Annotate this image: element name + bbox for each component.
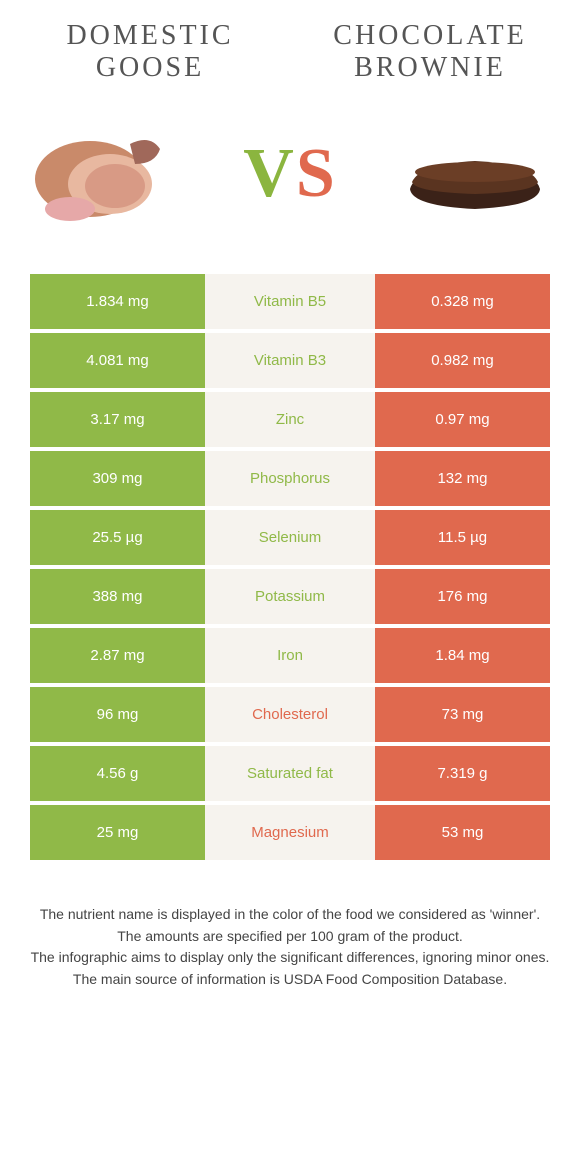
footnote-line: The nutrient name is displayed in the co… — [30, 905, 550, 925]
left-value: 25.5 µg — [30, 510, 205, 565]
right-value: 73 mg — [375, 687, 550, 742]
left-value: 388 mg — [30, 569, 205, 624]
vs-row: VS — [0, 94, 580, 254]
table-row: 4.081 mgVitamin B30.982 mg — [30, 333, 550, 388]
left-value: 96 mg — [30, 687, 205, 742]
right-value: 53 mg — [375, 805, 550, 860]
table-row: 388 mgPotassium176 mg — [30, 569, 550, 624]
table-row: 2.87 mgIron1.84 mg — [30, 628, 550, 683]
right-value: 0.328 mg — [375, 274, 550, 329]
right-value: 1.84 mg — [375, 628, 550, 683]
left-value: 25 mg — [30, 805, 205, 860]
table-row: 309 mgPhosphorus132 mg — [30, 451, 550, 506]
vs-s: S — [296, 135, 337, 212]
vs-v: V — [243, 135, 296, 212]
footnotes: The nutrient name is displayed in the co… — [0, 880, 580, 1011]
nutrition-table: 1.834 mgVitamin B50.328 mg4.081 mgVitami… — [30, 274, 550, 860]
table-row: 4.56 gSaturated fat7.319 g — [30, 746, 550, 801]
left-value: 2.87 mg — [30, 628, 205, 683]
nutrient-name: Zinc — [205, 392, 375, 447]
nutrient-name: Selenium — [205, 510, 375, 565]
nutrient-name: Vitamin B3 — [205, 333, 375, 388]
right-value: 176 mg — [375, 569, 550, 624]
right-food-image — [390, 114, 560, 234]
right-value: 7.319 g — [375, 746, 550, 801]
left-value: 3.17 mg — [30, 392, 205, 447]
left-food-title: DOMESTIC GOOSE — [24, 20, 276, 84]
nutrient-name: Phosphorus — [205, 451, 375, 506]
nutrient-name: Iron — [205, 628, 375, 683]
right-value: 0.982 mg — [375, 333, 550, 388]
right-food-title: CHOCOLATE BROWNIE — [304, 20, 556, 84]
table-row: 25.5 µgSelenium11.5 µg — [30, 510, 550, 565]
left-value: 309 mg — [30, 451, 205, 506]
left-value: 1.834 mg — [30, 274, 205, 329]
right-value: 0.97 mg — [375, 392, 550, 447]
footnote-line: The infographic aims to display only the… — [30, 948, 550, 968]
table-row: 25 mgMagnesium53 mg — [30, 805, 550, 860]
header: DOMESTIC GOOSE CHOCOLATE BROWNIE — [0, 0, 580, 94]
left-value: 4.56 g — [30, 746, 205, 801]
footnote-line: The main source of information is USDA F… — [30, 970, 550, 990]
footnote-line: The amounts are specified per 100 gram o… — [30, 927, 550, 947]
left-food-image — [20, 114, 190, 234]
table-row: 96 mgCholesterol73 mg — [30, 687, 550, 742]
table-row: 1.834 mgVitamin B50.328 mg — [30, 274, 550, 329]
right-value: 11.5 µg — [375, 510, 550, 565]
left-value: 4.081 mg — [30, 333, 205, 388]
nutrient-name: Magnesium — [205, 805, 375, 860]
nutrient-name: Potassium — [205, 569, 375, 624]
nutrient-name: Saturated fat — [205, 746, 375, 801]
nutrient-name: Cholesterol — [205, 687, 375, 742]
nutrient-name: Vitamin B5 — [205, 274, 375, 329]
vs-label: VS — [243, 134, 337, 214]
right-value: 132 mg — [375, 451, 550, 506]
table-row: 3.17 mgZinc0.97 mg — [30, 392, 550, 447]
